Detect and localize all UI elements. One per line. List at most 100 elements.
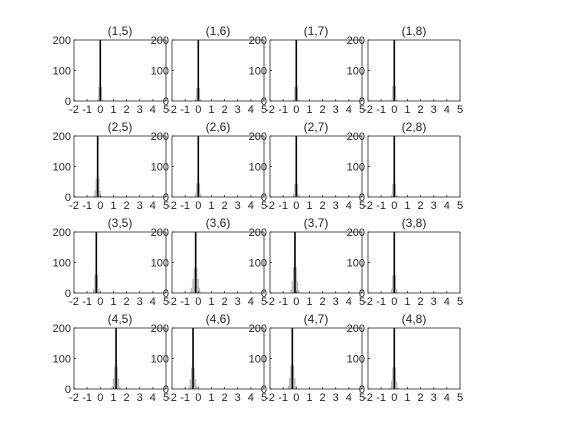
y-tick-label: 200	[151, 227, 169, 239]
y-tick-label: 200	[249, 131, 267, 143]
x-tick-label: -2	[363, 296, 373, 308]
y-tick-label: 0	[65, 288, 71, 300]
histogram-bar	[93, 288, 95, 293]
y-tick-label: 100	[151, 162, 169, 174]
panel-title: (1,7)	[304, 24, 329, 38]
y-tick-label: 200	[249, 227, 267, 239]
x-tick-label: 2	[320, 200, 326, 212]
panel-title: (2,7)	[304, 120, 329, 134]
x-tick-label: 0	[293, 104, 299, 116]
histogram-bar	[111, 386, 113, 389]
x-tick-label: -2	[69, 104, 79, 116]
y-tick-label: 0	[163, 288, 169, 300]
x-tick-label: -1	[82, 200, 92, 212]
histogram-bar	[198, 87, 201, 101]
y-tick-label: 100	[347, 66, 365, 78]
histogram-bar	[391, 289, 393, 293]
histogram-bar	[296, 280, 299, 293]
histogram-bar	[192, 279, 194, 293]
histogram-bar	[287, 385, 289, 389]
panel-title: (2,5)	[108, 120, 133, 134]
y-tick-label: 0	[359, 96, 365, 108]
x-tick-label: -1	[278, 392, 288, 404]
y-tick-label: 100	[347, 258, 365, 270]
x-tick-label: -1	[278, 296, 288, 308]
histogram-bar	[293, 365, 295, 389]
x-tick-label: -1	[278, 200, 288, 212]
panel-title: (3,5)	[108, 216, 133, 230]
histogram-bar	[294, 87, 296, 101]
x-tick-label: 4	[346, 104, 352, 116]
y-tick-label: 0	[163, 384, 169, 396]
x-tick-label: 4	[444, 104, 450, 116]
histogram-bar	[392, 86, 394, 101]
x-tick-label: 4	[346, 392, 352, 404]
x-tick-label: 3	[333, 200, 339, 212]
x-tick-label: -1	[376, 392, 386, 404]
x-tick-label: 2	[124, 392, 130, 404]
x-tick-label: 4	[444, 200, 450, 212]
histogram-bar	[290, 365, 292, 389]
y-tick-label: 100	[347, 162, 365, 174]
x-tick-label: 5	[457, 296, 463, 308]
histogram-bar	[296, 87, 299, 101]
histogram-bar	[394, 367, 397, 389]
histogram-bar	[200, 193, 202, 197]
x-tick-label: 2	[320, 296, 326, 308]
histogram-bar	[294, 184, 296, 197]
x-tick-label: 2	[320, 392, 326, 404]
x-tick-label: 0	[293, 296, 299, 308]
histogram-bar	[290, 289, 292, 293]
x-tick-label: 2	[124, 296, 130, 308]
x-tick-label: 3	[431, 200, 437, 212]
x-tick-label: 3	[235, 104, 241, 116]
x-tick-label: 2	[222, 104, 228, 116]
x-tick-label: 0	[195, 296, 201, 308]
histogram-bar	[97, 99, 99, 101]
x-tick-label: -2	[363, 200, 373, 212]
histogram-bar	[197, 279, 199, 293]
x-tick-label: 1	[208, 296, 214, 308]
axes-box	[367, 327, 461, 390]
y-tick-label: 0	[261, 384, 267, 396]
x-tick-label: 5	[163, 296, 169, 308]
x-tick-label: 1	[306, 392, 312, 404]
histogram-bar	[189, 379, 191, 389]
x-tick-label: 5	[261, 296, 267, 308]
y-tick-label: 0	[163, 192, 169, 204]
x-tick-label: 3	[431, 104, 437, 116]
x-tick-label: 2	[222, 200, 228, 212]
y-tick-label: 200	[249, 323, 267, 335]
y-tick-label: 200	[151, 131, 169, 143]
histogram-bar	[97, 274, 99, 293]
y-tick-label: 0	[163, 96, 169, 108]
x-tick-label: 1	[110, 392, 116, 404]
histogram-bar	[195, 379, 197, 389]
y-tick-label: 200	[347, 227, 365, 239]
panel-title: (4,7)	[304, 312, 329, 326]
histogram-bar	[296, 184, 299, 197]
y-tick-label: 100	[151, 66, 169, 78]
panel-title: (2,6)	[206, 120, 231, 134]
x-tick-label: 3	[137, 296, 143, 308]
histogram-bar	[298, 99, 300, 101]
x-tick-label: 1	[404, 392, 410, 404]
x-tick-label: 2	[124, 200, 130, 212]
histogram-bar	[188, 386, 190, 389]
x-tick-label: 4	[150, 296, 156, 308]
y-tick-label: 0	[261, 96, 267, 108]
histogram-bar	[198, 183, 201, 197]
x-tick-label: 4	[444, 296, 450, 308]
x-tick-label: -2	[69, 200, 79, 212]
panel-title: (1,8)	[402, 24, 427, 38]
panel-title: (4,6)	[206, 312, 231, 326]
x-tick-label: 5	[261, 392, 267, 404]
histogram-bar	[396, 99, 398, 101]
x-tick-label: 0	[97, 104, 103, 116]
y-tick-label: 0	[261, 192, 267, 204]
